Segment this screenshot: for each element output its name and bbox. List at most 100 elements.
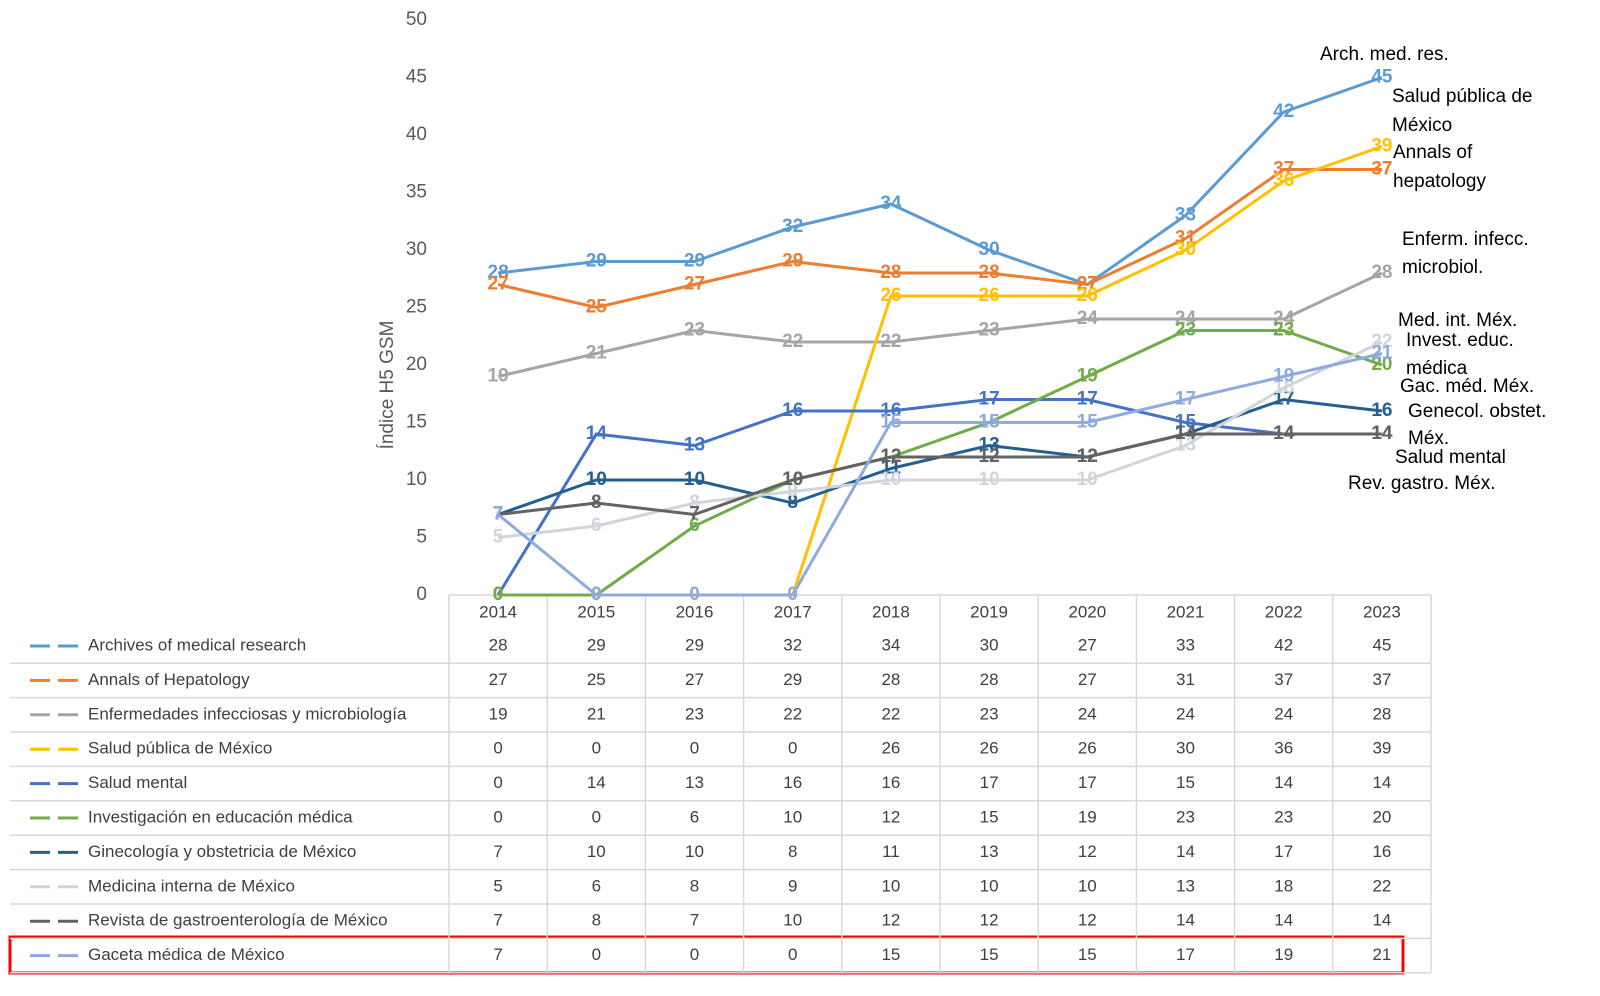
table-cell: 0 [788, 739, 797, 758]
x-tick-label: 2021 [1167, 602, 1205, 621]
table-cell: 20 [1372, 807, 1391, 826]
data-label: 24 [1077, 308, 1099, 329]
table-cell: 14 [1176, 842, 1195, 861]
annotation: Rev. gastro. Méx. [1348, 473, 1495, 494]
x-tick-label: 2019 [970, 602, 1008, 621]
table-cell: 0 [592, 945, 601, 964]
table-cell: 10 [783, 807, 802, 826]
table-cell: 16 [881, 773, 900, 792]
data-label: 0 [591, 584, 602, 605]
table-cell: 13 [980, 842, 999, 861]
legend-label: Ginecología y obstetricia de México [88, 842, 356, 861]
data-label: 10 [586, 469, 607, 490]
table-cell: 26 [980, 739, 999, 758]
table-cell: 19 [489, 704, 508, 723]
y-tick-label: 5 [416, 527, 427, 548]
annotation: Salud mental [1395, 447, 1506, 468]
table-cell: 27 [1078, 635, 1097, 654]
table-cell: 42 [1274, 635, 1293, 654]
table-cell: 23 [1176, 807, 1195, 826]
series-line [498, 145, 1383, 597]
table-cell: 21 [1372, 945, 1391, 964]
data-label: 14 [1175, 423, 1197, 444]
table-cell: 10 [587, 842, 606, 861]
table-cell: 14 [1372, 911, 1391, 930]
x-tick-label: 2014 [479, 602, 517, 621]
x-tick-label: 2018 [872, 602, 910, 621]
table-cell: 0 [690, 739, 699, 758]
data-label: 28 [979, 262, 1000, 283]
legend-label: Salud pública de México [88, 739, 272, 758]
data-label: 7 [493, 504, 504, 525]
table-cell: 25 [587, 670, 606, 689]
data-label: 23 [1175, 320, 1196, 341]
table-cell: 6 [592, 876, 601, 895]
table-cell: 32 [783, 635, 802, 654]
data-label: 15 [979, 412, 1001, 433]
data-label: 10 [782, 469, 803, 490]
table-cell: 15 [1078, 945, 1097, 964]
data-label: 0 [591, 584, 602, 605]
table-cell: 22 [881, 704, 900, 723]
data-label: 10 [1077, 469, 1098, 490]
data-label: 6 [591, 515, 602, 536]
table-cell: 14 [1274, 911, 1293, 930]
data-label: 12 [880, 446, 901, 467]
table-cell: 22 [783, 704, 802, 723]
legend-label: Gaceta médica de México [88, 945, 285, 964]
table-cell: 18 [1274, 876, 1293, 895]
data-label: 28 [488, 262, 509, 283]
data-label: 7 [689, 504, 700, 525]
table-cell: 12 [980, 911, 999, 930]
y-tick-label: 20 [406, 354, 427, 375]
table-cell: 30 [1176, 739, 1195, 758]
data-label: 0 [689, 584, 700, 605]
y-tick-label: 45 [406, 67, 427, 88]
table-cell: 14 [587, 773, 606, 792]
table-cell: 10 [881, 876, 900, 895]
table-cell: 12 [881, 807, 900, 826]
series-line [496, 398, 1382, 596]
table-cell: 5 [493, 876, 502, 895]
table-cell: 31 [1176, 670, 1195, 689]
data-label: 14 [1273, 423, 1295, 444]
data-label: 39 [1371, 136, 1392, 157]
data-label: 8 [591, 492, 602, 513]
table-cell: 23 [980, 704, 999, 723]
table-cell: 7 [690, 911, 699, 930]
data-label: 0 [493, 584, 504, 605]
table-cell: 26 [881, 739, 900, 758]
series-line [497, 432, 1382, 517]
annotation: microbiol. [1402, 257, 1483, 278]
table-cell: 24 [1078, 704, 1097, 723]
data-label: 19 [488, 366, 509, 387]
data-label: 23 [684, 320, 705, 341]
data-label: 10 [880, 469, 901, 490]
table-cell: 27 [1078, 670, 1097, 689]
annotation: Arch. med. res. [1320, 44, 1449, 65]
table-cell: 19 [1078, 807, 1097, 826]
table-cell: 19 [1274, 945, 1293, 964]
data-label: 19 [1273, 366, 1294, 387]
table-cell: 13 [1176, 876, 1195, 895]
data-label: 0 [787, 584, 798, 605]
table-cell: 10 [1078, 876, 1097, 895]
y-tick-label: 10 [406, 469, 427, 490]
data-label: 21 [586, 343, 608, 364]
data-label: 30 [1175, 239, 1196, 260]
table-cell: 28 [1372, 704, 1391, 723]
data-label: 17 [1273, 389, 1294, 410]
table-cell: 28 [881, 670, 900, 689]
table-cell: 21 [587, 704, 606, 723]
table-cell: 8 [690, 876, 699, 895]
data-label: 5 [493, 527, 504, 548]
data-label: 15 [880, 412, 902, 433]
x-tick-label: 2016 [676, 602, 714, 621]
data-label: 13 [979, 435, 1000, 456]
table-cell: 17 [1176, 945, 1195, 964]
data-label: 17 [1175, 389, 1196, 410]
table-cell: 14 [1176, 911, 1195, 930]
legend-label: Archives of medical research [88, 635, 306, 654]
series-line [497, 271, 1383, 378]
legend-label: Investigación en educación médica [88, 807, 353, 826]
